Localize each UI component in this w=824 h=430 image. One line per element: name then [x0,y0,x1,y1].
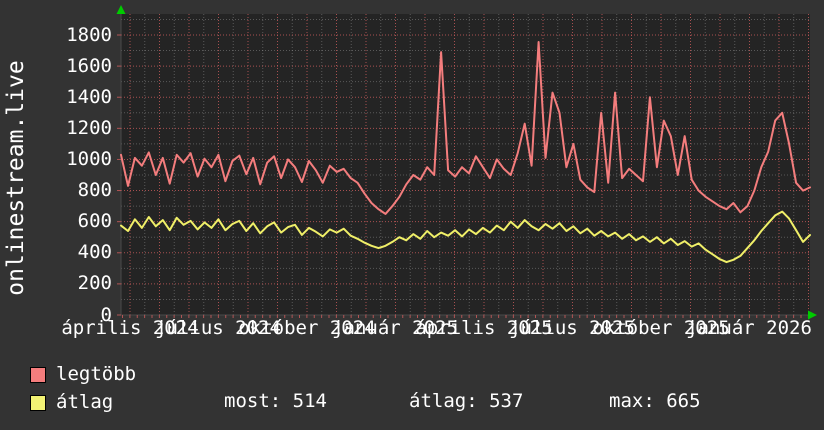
y-axis-label: 1400 [66,85,112,108]
y-axis-label: 800 [77,179,112,202]
x-axis-label: október 2024 [238,317,376,339]
y-axis-label: 1000 [66,147,112,170]
series-line-átlag [120,210,811,264]
x-axis-label: október 2025 [592,317,730,339]
y-axis-arrow-icon [116,5,126,14]
y-axis-label: 200 [77,272,112,295]
legend-swatch-atlag [30,395,46,411]
x-axis-label: január 2026 [686,317,812,339]
axis-lines [120,8,810,316]
y-axis-label: 600 [77,210,112,233]
x-axis-label: július 2025 [509,317,635,339]
stat-most: most: 514 [224,390,327,412]
data-series-lines [120,41,811,264]
plot-area [121,14,810,315]
series-line-legtöbb [120,41,811,215]
stat-atlag: átlag: 537 [409,390,524,412]
y-axis-label: 1600 [66,54,112,77]
legend-label-atlag: átlag [56,391,114,413]
legend-label-legtobb: legtöbb [56,363,137,385]
stat-max: max: 665 [609,390,701,412]
x-axis-arrow-icon [808,310,817,320]
y-axis-label: 0 [100,303,112,326]
x-axis-label: április 2024 [61,317,199,339]
x-axis-label: április 2025 [415,317,553,339]
x-axis-label: július 2024 [155,317,281,339]
y-axis-label: 400 [77,241,112,264]
x-axis-label: január 2025 [332,317,458,339]
axis-ticks [117,34,809,318]
y-axis-label: 1800 [66,23,112,46]
y-axis-label: 1200 [66,116,112,139]
legend-swatch-legtobb [30,367,46,383]
